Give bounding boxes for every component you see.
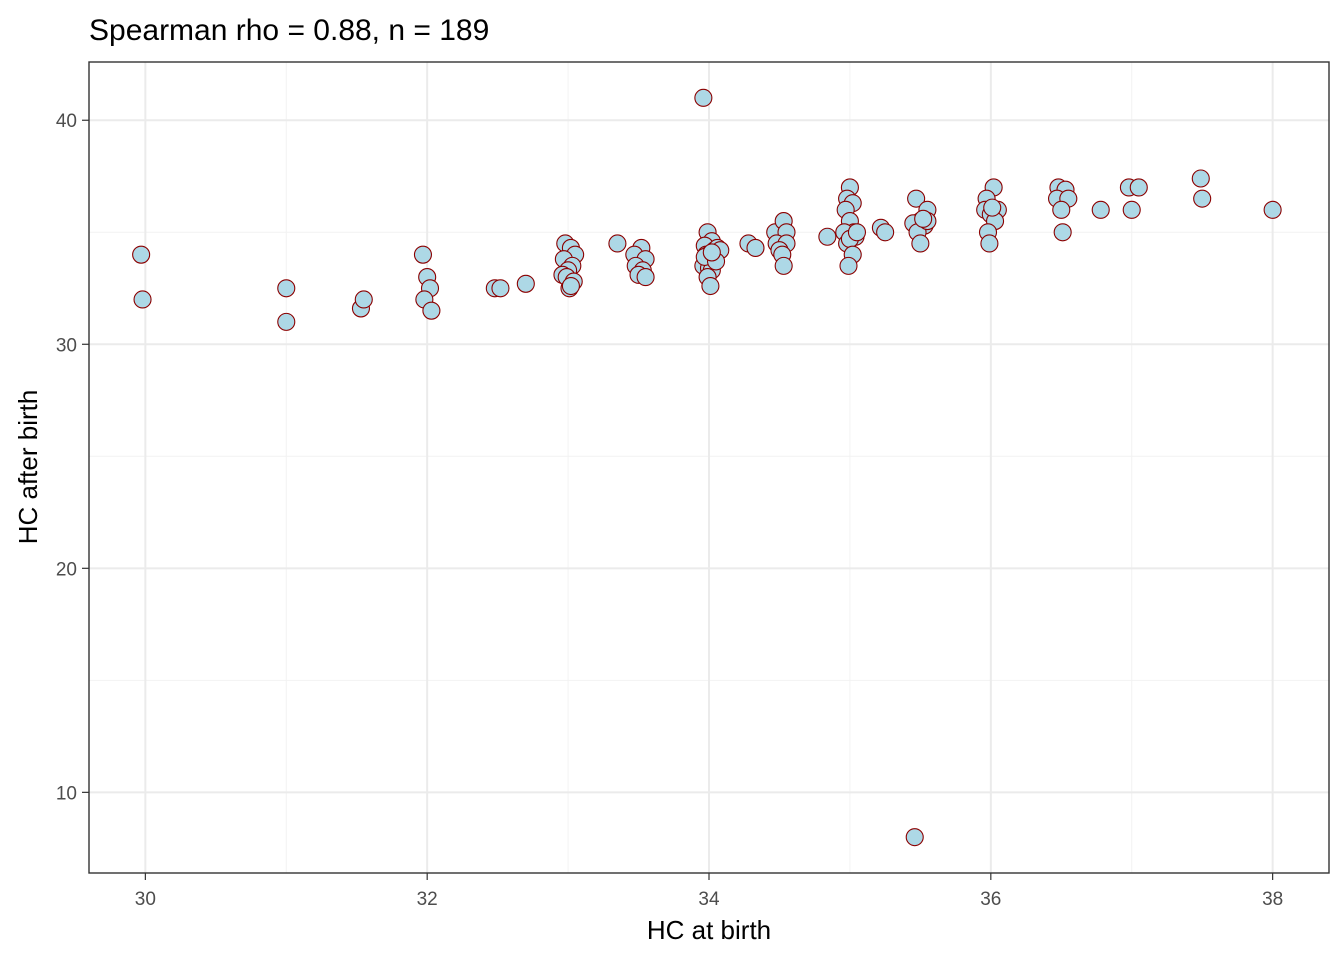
scatter-point <box>133 290 152 309</box>
scatter-point <box>907 189 926 208</box>
scatter-point <box>701 276 720 296</box>
scatter-point <box>354 290 373 309</box>
scatter-point <box>491 279 510 298</box>
x-tick-label: 30 <box>135 889 156 910</box>
scatter-point <box>702 243 721 262</box>
scatter-point <box>839 256 858 275</box>
scatter-point <box>1122 200 1141 219</box>
scatter-point <box>1263 200 1282 219</box>
scatter-point <box>905 828 924 847</box>
scatter-point <box>1193 189 1212 208</box>
x-tick-label: 34 <box>698 889 720 910</box>
x-tick-label: 38 <box>1262 889 1283 910</box>
y-axis: 10 20 30 40 <box>56 111 89 804</box>
scatter-point <box>746 238 765 257</box>
x-tick-label: 36 <box>980 889 1001 910</box>
scatter-point <box>422 301 441 320</box>
scatter-point <box>277 279 296 298</box>
scatter-point <box>694 88 713 107</box>
y-tick-label: 30 <box>56 335 77 356</box>
x-axis-title: HC at birth <box>647 915 771 945</box>
scatter-point <box>911 234 930 253</box>
scatter-point <box>847 223 867 242</box>
x-axis: 30 32 34 36 38 <box>135 873 1283 910</box>
scatter-point <box>1091 200 1110 219</box>
data-points <box>132 88 1282 847</box>
scatter-point <box>608 234 627 253</box>
y-tick-label: 40 <box>56 111 77 132</box>
scatter-point <box>277 312 296 331</box>
scatter-point <box>413 245 433 264</box>
y-axis-title: HC after birth <box>13 390 43 545</box>
scatter-point <box>983 198 1002 217</box>
scatter-point <box>636 268 655 287</box>
y-tick-label: 10 <box>56 783 77 804</box>
scatter-point <box>1129 178 1148 197</box>
scatter-point <box>818 227 837 246</box>
scatter-point <box>914 209 933 228</box>
scatter-point <box>561 276 580 296</box>
scatter-point <box>1053 223 1072 242</box>
x-tick-label: 32 <box>417 889 438 910</box>
scatter-point <box>980 234 999 253</box>
scatter-point <box>516 274 535 293</box>
y-tick-label: 20 <box>56 559 77 580</box>
scatter-point <box>774 256 793 275</box>
scatter-point <box>876 223 895 242</box>
scatter-point <box>1191 169 1210 188</box>
scatter-point <box>132 245 151 264</box>
chart-title: Spearman rho = 0.88, n = 189 <box>89 14 489 47</box>
scatter-point <box>1052 200 1071 219</box>
